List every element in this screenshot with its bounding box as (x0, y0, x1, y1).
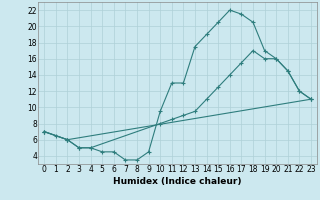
X-axis label: Humidex (Indice chaleur): Humidex (Indice chaleur) (113, 177, 242, 186)
